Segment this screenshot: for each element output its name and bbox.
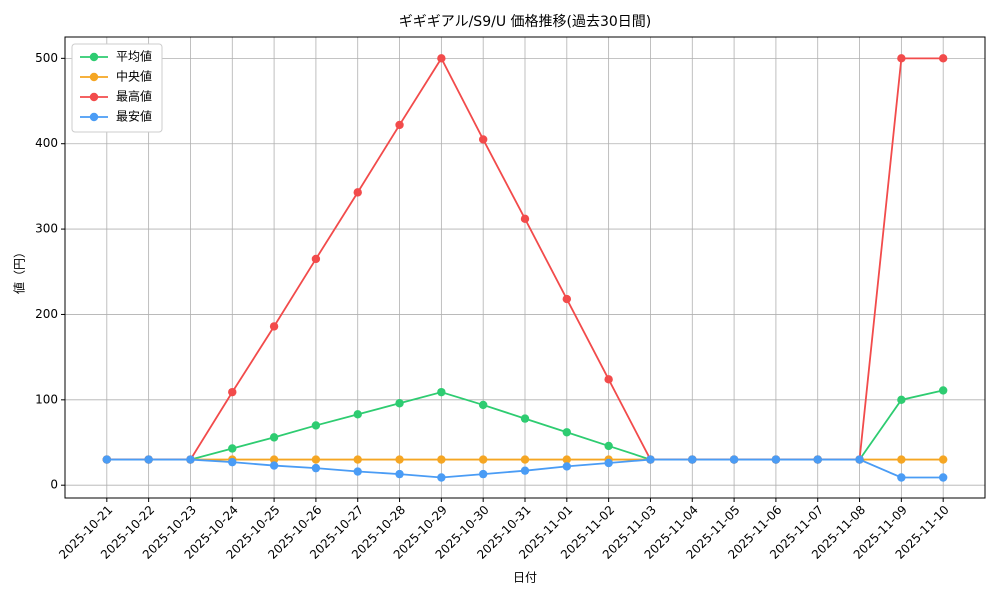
legend-label: 中央値 — [116, 69, 152, 84]
data-point — [228, 457, 237, 467]
data-point — [228, 444, 237, 453]
data-point — [938, 473, 948, 482]
data-point — [478, 455, 488, 464]
data-point — [897, 54, 906, 63]
data-point — [520, 214, 530, 224]
legend-marker — [89, 112, 99, 122]
data-point — [688, 455, 697, 464]
data-point — [478, 469, 488, 479]
data-point — [353, 188, 362, 197]
grid — [65, 37, 985, 498]
data-point — [353, 455, 362, 464]
data-point — [353, 467, 362, 476]
data-point — [395, 399, 404, 408]
data-point — [395, 120, 404, 130]
data-point — [646, 455, 655, 464]
data-point — [729, 455, 739, 464]
data-point — [938, 386, 948, 395]
data-point — [269, 455, 279, 464]
data-point — [437, 455, 446, 464]
x-axis-label: 日付 — [513, 571, 537, 585]
data-point — [604, 441, 613, 451]
data-point — [604, 375, 613, 384]
data-point — [102, 455, 112, 464]
data-point — [897, 455, 906, 464]
data-point — [311, 455, 321, 464]
legend-marker — [89, 52, 99, 62]
data-point — [311, 421, 321, 430]
data-point — [520, 455, 530, 464]
data-point — [395, 469, 404, 479]
data-point — [269, 433, 279, 442]
data-point — [771, 455, 781, 464]
data-point — [562, 455, 572, 464]
y-tick-label: 300 — [35, 222, 58, 236]
data-point — [604, 458, 613, 468]
data-point — [311, 463, 321, 473]
data-point — [437, 473, 446, 482]
plot-frame — [64, 36, 986, 499]
data-point — [311, 254, 321, 264]
data-point — [855, 455, 864, 464]
y-tick-label: 200 — [35, 307, 58, 321]
data-point — [437, 54, 446, 63]
data-point — [437, 387, 446, 397]
data-point — [562, 462, 572, 471]
chart-title: ギギギアル/S9/U 価格推移(過去30日間) — [399, 14, 652, 30]
legend-label: 平均値 — [116, 49, 152, 64]
data-point — [228, 387, 237, 397]
data-point — [186, 455, 195, 464]
data-point — [813, 455, 822, 464]
data-point — [353, 410, 362, 419]
data-point — [395, 455, 404, 464]
data-point — [562, 294, 572, 304]
y-tick-label: 500 — [35, 51, 58, 65]
y-tick-label: 100 — [35, 392, 58, 406]
y-tick-label: 0 — [50, 478, 58, 492]
data-point — [897, 395, 906, 405]
data-point — [520, 466, 530, 475]
data-point — [269, 322, 279, 331]
data-point — [478, 135, 488, 144]
data-point — [562, 428, 572, 437]
legend-marker — [89, 92, 99, 102]
y-tick-label: 400 — [35, 136, 58, 150]
data-point — [144, 455, 153, 464]
data-point — [269, 461, 279, 470]
data-point — [897, 473, 906, 482]
data-point — [520, 414, 530, 423]
legend-marker — [89, 72, 99, 82]
data-point — [938, 54, 948, 63]
y-axis-label: 値（円） — [12, 246, 27, 294]
data-point — [938, 455, 948, 464]
legend-label: 最高値 — [116, 89, 152, 104]
legend-box — [71, 43, 163, 133]
data-point — [478, 400, 488, 410]
legend-label: 最安値 — [116, 109, 152, 124]
